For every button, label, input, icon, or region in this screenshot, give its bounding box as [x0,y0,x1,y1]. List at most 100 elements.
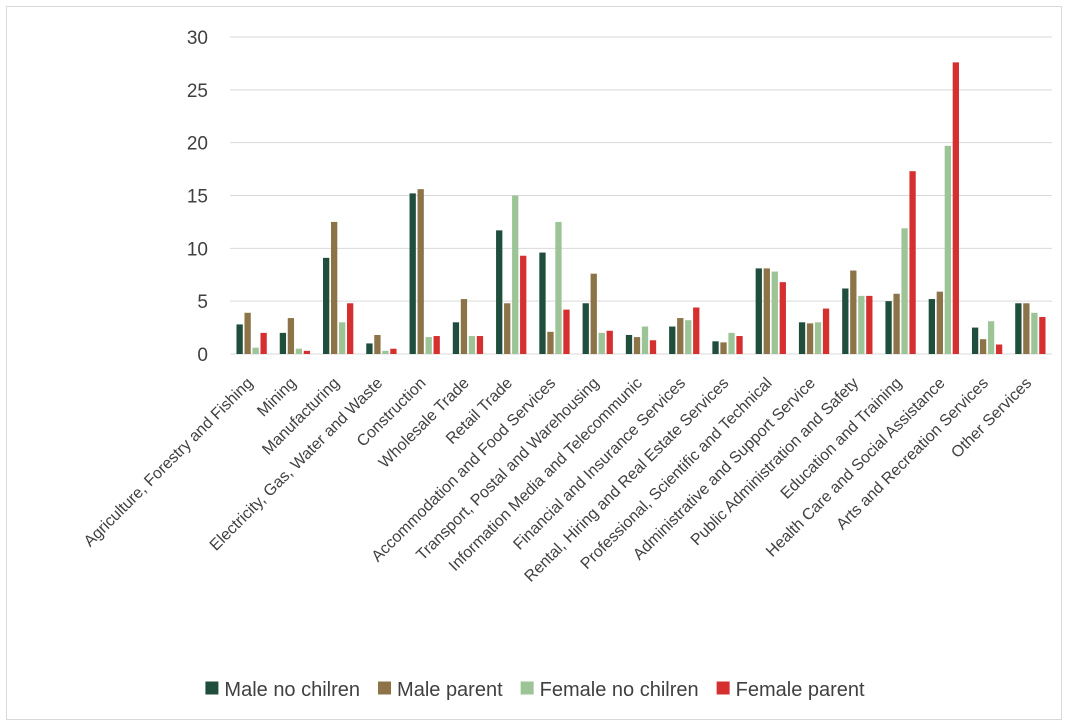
bar-12-3 [779,282,786,354]
y-tick-label: 15 [187,187,208,208]
bar-7-2 [555,221,562,354]
bar-1-1 [287,318,295,354]
bar-3-0 [366,343,373,354]
bar-12-2 [771,271,778,354]
bar-16-0 [928,299,935,354]
y-tick-label: 20 [187,134,208,155]
legend-label: Male parent [397,679,503,701]
bar-17-2 [987,321,995,354]
y-tick-label: 30 [187,28,208,49]
bar-17-3 [995,344,1003,354]
bar-11-1 [720,342,727,354]
legend-swatch [520,681,534,695]
bar-17-1 [979,339,987,354]
bar-5-1 [460,299,468,354]
bar-4-3 [433,336,440,354]
bar-18-2 [1031,312,1038,354]
bar-15-2 [901,228,908,354]
bar-3-3 [390,348,397,354]
bar-10-2 [685,320,692,354]
bar-12-1 [763,268,770,354]
bar-12-0 [755,268,762,354]
bar-14-2 [858,295,865,354]
y-axis-tick-labels: 0 5 10 15 20 25 30 [187,28,208,366]
bar-13-2 [814,322,822,354]
legend-label: Female parent [736,679,865,701]
bar-2-2 [339,322,346,354]
bar-17-0 [971,327,979,354]
bar-10-1 [677,318,684,354]
legend: Male no chilren Male parent Female no chil… [205,679,865,701]
bar-16-2 [944,145,951,354]
legend-swatch [205,681,219,695]
bar-10-3 [693,307,700,354]
bar-3-1 [374,334,381,354]
bar-1-2 [295,348,303,354]
bar-13-3 [822,308,830,354]
bar-11-0 [712,341,719,354]
bar-0-1 [244,312,251,354]
bar-5-3 [476,336,484,354]
bar-3-2 [382,350,389,354]
bar-8-0 [582,303,589,354]
bar-6-2 [512,195,519,354]
bar-7-1 [547,331,554,354]
bar-8-1 [590,273,597,354]
y-tick-label: 10 [187,239,208,260]
bar-1-3 [303,350,311,354]
bar-9-0 [625,334,633,354]
bar-9-1 [633,337,641,354]
bar-13-0 [798,322,806,354]
bar-chart: 0 5 10 15 20 25 30 Agriculture, Forestry and F… [81,28,1052,701]
legend-label: Female no chilren [540,679,699,701]
bar-14-1 [850,270,857,354]
bar-8-3 [606,330,613,354]
bar-2-0 [323,257,330,354]
bar-2-1 [331,221,338,354]
bar-6-1 [504,303,511,354]
bar-7-0 [539,252,546,354]
bar-2-3 [347,303,354,354]
bar-18-1 [1023,303,1030,354]
bar-8-2 [598,332,605,354]
x-category-label: Manufacturing [259,375,343,459]
bar-5-2 [468,336,476,354]
bar-9-2 [641,326,649,354]
legend-swatch [378,681,392,695]
bar-7-3 [563,309,570,354]
bar-0-2 [252,347,259,354]
bar-5-0 [452,322,460,354]
bar-18-3 [1039,317,1046,354]
x-axis-category-labels: Agriculture, Forestry and FishingMiningM… [81,375,1035,586]
x-category-label: Other Services [948,375,1035,462]
bar-6-0 [496,230,503,354]
bar-1-0 [279,332,287,354]
bar-4-0 [409,193,416,354]
bar-15-0 [885,301,892,354]
y-tick-label: 5 [197,292,208,313]
bar-18-0 [1015,303,1022,354]
bar-6-3 [520,255,527,354]
bar-11-2 [728,332,735,354]
bar-14-0 [842,288,849,354]
bar-4-1 [417,189,424,354]
bar-4-2 [425,337,432,354]
chart-frame: 0 5 10 15 20 25 30 Agriculture, Forestry and F… [6,6,1062,720]
bar-0-0 [236,324,243,354]
bar-11-3 [736,336,743,354]
bar-16-3 [952,62,959,355]
bar-9-3 [649,340,657,354]
bar-14-3 [866,295,873,354]
bar-15-3 [909,171,916,354]
legend-label: Male no chilren [224,679,360,701]
bar-10-0 [669,326,676,354]
y-tick-label: 0 [197,345,208,366]
gridlines [230,36,1052,355]
bar-13-1 [806,323,814,354]
legend-swatch [716,681,730,695]
bar-16-1 [936,291,943,354]
bar-15-1 [893,293,900,354]
bars [236,62,1046,355]
bar-0-3 [260,332,267,354]
y-tick-label: 25 [187,81,208,102]
